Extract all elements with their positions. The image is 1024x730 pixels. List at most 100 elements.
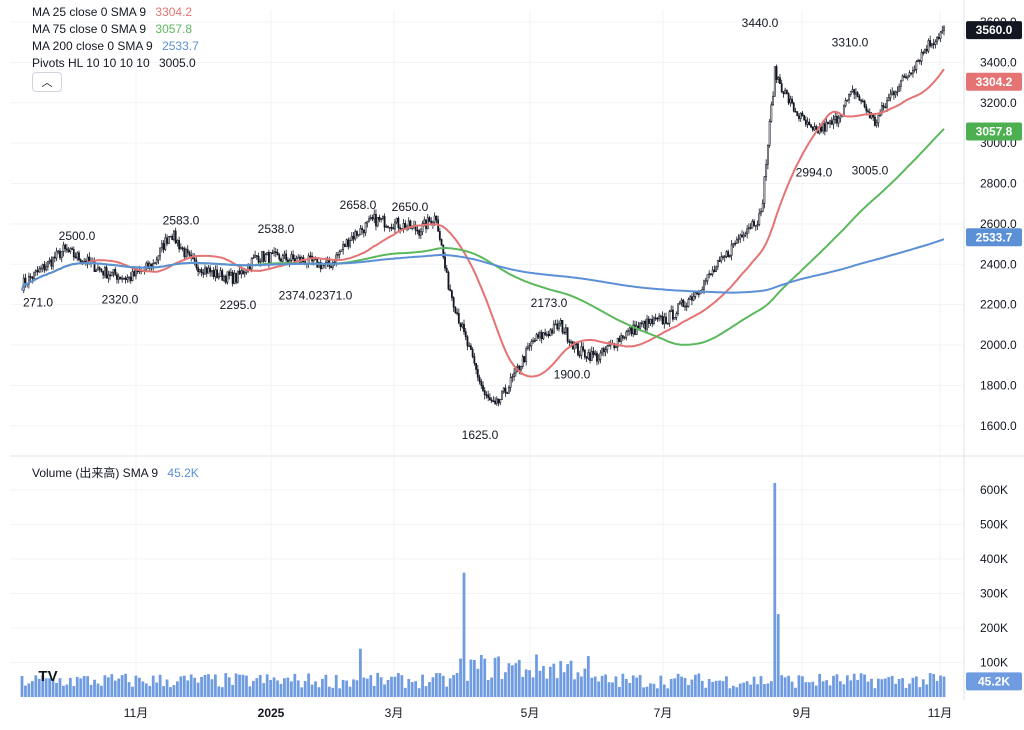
candle-body	[385, 226, 388, 228]
candle-body	[621, 335, 624, 339]
candle-body	[449, 288, 452, 292]
volume-bar	[103, 675, 107, 697]
time-tick-label: 3月	[385, 706, 404, 720]
volume-legend[interactable]: Volume (出来高) SMA 9 45.2K	[32, 464, 199, 481]
volume-bar	[58, 678, 62, 697]
candle-body	[932, 43, 935, 46]
candle-body	[758, 212, 761, 226]
candle-body	[280, 258, 282, 262]
candle-body	[100, 268, 103, 272]
candle-body	[943, 26, 945, 32]
candle-body	[67, 249, 70, 253]
candle-body	[884, 106, 887, 109]
candle-body	[461, 323, 464, 328]
volume-bar	[735, 687, 739, 697]
legend-row-ma200[interactable]: MA 200 close 0 SMA 9 2533.7	[32, 38, 199, 55]
candle-body	[231, 272, 234, 284]
candle-body	[646, 318, 648, 330]
volume-bar	[576, 672, 580, 697]
collapse-legend-button[interactable]: ︿	[32, 72, 62, 92]
candle-body	[872, 114, 875, 118]
candle-body	[899, 80, 902, 87]
volume-bar	[203, 674, 207, 697]
volume-bar	[75, 676, 79, 697]
candle-body	[886, 100, 888, 108]
candle-body	[532, 340, 534, 342]
candle-body	[43, 264, 46, 271]
volume-bar	[628, 683, 632, 697]
volume-bar	[134, 675, 138, 697]
candle-body	[159, 247, 162, 257]
candle-body	[780, 83, 783, 93]
volume-bar	[362, 677, 366, 697]
candle-body	[219, 270, 222, 277]
volume-bar	[262, 683, 266, 697]
time-tick-label: 11月	[928, 706, 952, 720]
candle-body	[791, 98, 793, 104]
candle-body	[785, 89, 788, 94]
candle-body	[167, 236, 170, 244]
legend-row-ma75[interactable]: MA 75 close 0 SMA 9 3057.8	[32, 21, 199, 38]
ma75-line	[21, 128, 945, 346]
candle-body	[186, 249, 189, 253]
candle-body	[625, 331, 628, 338]
volume-bar	[372, 685, 376, 697]
candle-body	[181, 247, 184, 249]
candle-body	[330, 266, 332, 269]
volume-bar	[293, 673, 297, 697]
volume-bar	[649, 683, 652, 697]
candle-body	[590, 351, 593, 361]
candle-body	[331, 261, 334, 269]
volume-bar	[441, 675, 445, 697]
candle-body	[198, 269, 201, 272]
candle-body	[347, 239, 350, 247]
candle-body	[394, 221, 396, 230]
volume-bar	[497, 656, 500, 697]
time-axis[interactable]: 11月 2025 3月 5月 7月 9月 11月	[124, 706, 952, 720]
candle-body	[936, 37, 938, 43]
candle-body	[83, 260, 86, 263]
candle-body	[397, 217, 400, 228]
volume-bar	[37, 678, 41, 697]
candle-body	[228, 271, 231, 276]
legend-row-ma25[interactable]: MA 25 close 0 SMA 9 3304.2	[32, 4, 199, 21]
candle-body	[371, 217, 374, 220]
legend-row-pivots[interactable]: Pivots HL 10 10 10 10 3005.0	[32, 55, 199, 72]
candle-body	[665, 316, 667, 324]
candle-body	[801, 112, 804, 116]
volume-bar	[314, 681, 317, 697]
volume-bar	[642, 687, 645, 697]
candle-body	[931, 43, 933, 47]
candle-body	[585, 356, 588, 359]
candle-body	[773, 66, 776, 97]
candle-body	[103, 267, 106, 276]
volume-bar	[151, 675, 155, 697]
candle-body	[478, 376, 481, 382]
candle-body	[185, 249, 187, 257]
volume-bar	[486, 680, 490, 697]
candle-body	[202, 272, 205, 275]
candle-body	[720, 256, 723, 262]
candle-body	[264, 254, 267, 262]
candle-body	[419, 231, 422, 236]
volume-bar	[30, 681, 34, 697]
candle-body	[799, 112, 802, 119]
indicator-legend[interactable]: MA 25 close 0 SMA 9 3304.2 MA 75 close 0…	[32, 4, 199, 72]
volume-bar	[186, 680, 190, 697]
candle-body	[271, 252, 274, 255]
candle-body	[604, 349, 607, 353]
candle-body	[214, 269, 217, 278]
volume-bar	[341, 679, 345, 697]
volume-bar	[683, 677, 687, 697]
candle-body	[520, 366, 522, 371]
candle-body	[357, 234, 360, 237]
candle-body	[65, 248, 68, 251]
volume-bar	[839, 681, 842, 697]
volume-bar	[93, 679, 96, 697]
candle-body	[763, 176, 766, 204]
tradingview-logo[interactable]: TV	[30, 665, 66, 687]
volume-axis[interactable]: 600K 500K 400K 300K 200K 100K	[980, 483, 1008, 670]
candle-body	[580, 346, 583, 356]
volume-bar	[189, 674, 193, 697]
